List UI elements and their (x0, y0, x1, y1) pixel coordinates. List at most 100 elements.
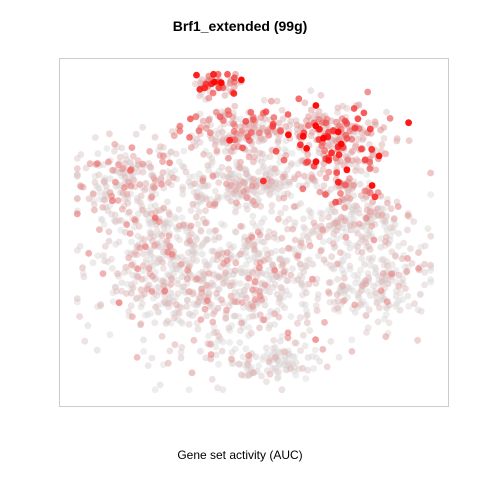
data-point (278, 247, 286, 255)
data-point (322, 119, 330, 127)
data-point (249, 116, 257, 124)
data-point (249, 212, 257, 220)
data-point (312, 302, 320, 309)
data-point (284, 356, 292, 364)
data-point (346, 244, 354, 252)
data-point (136, 199, 144, 206)
data-point (205, 262, 213, 270)
data-point (171, 261, 179, 268)
data-point (211, 200, 219, 208)
data-point (278, 332, 286, 340)
data-point (73, 165, 81, 173)
data-point (231, 102, 239, 110)
data-point (297, 141, 304, 149)
data-point (249, 286, 256, 294)
data-point (223, 306, 230, 314)
data-point (266, 370, 274, 378)
data-point (132, 130, 140, 138)
data-point (178, 214, 186, 222)
data-point (189, 312, 197, 320)
data-point (337, 190, 344, 197)
data-point (210, 329, 218, 337)
data-point (99, 204, 107, 211)
data-point (227, 282, 234, 290)
data-point (296, 260, 304, 268)
data-point (232, 208, 239, 216)
data-point (359, 233, 366, 241)
data-point (308, 227, 316, 235)
data-point (115, 238, 123, 246)
data-point (193, 275, 201, 283)
data-point (364, 119, 372, 127)
data-point (125, 254, 133, 262)
data-point (299, 185, 307, 193)
data-point (279, 173, 287, 181)
data-point (235, 181, 243, 189)
data-point (303, 319, 311, 327)
data-point (165, 232, 173, 240)
data-point (326, 298, 334, 306)
data-point (346, 195, 354, 203)
data-point (73, 195, 81, 203)
data-point (232, 228, 240, 236)
data-point (290, 245, 298, 253)
data-point (218, 347, 226, 355)
data-point (299, 364, 306, 372)
data-point (77, 183, 85, 191)
data-point (176, 236, 184, 244)
data-point (188, 230, 195, 238)
data-point (191, 180, 199, 188)
data-point (98, 216, 106, 224)
data-point (196, 244, 204, 251)
data-point (219, 338, 227, 346)
data-point (178, 304, 186, 311)
data-point (376, 304, 383, 312)
data-point (328, 149, 335, 157)
data-point (201, 305, 209, 313)
data-point (213, 147, 221, 155)
data-point (371, 264, 379, 271)
data-point (185, 178, 193, 186)
data-point (163, 237, 171, 245)
data-point (238, 76, 245, 84)
data-point (215, 332, 223, 340)
data-point (208, 375, 216, 383)
data-point (226, 327, 234, 334)
data-point (364, 88, 372, 96)
data-point (297, 200, 304, 207)
data-point (126, 167, 134, 175)
data-point (266, 288, 273, 296)
data-point (314, 291, 322, 298)
data-point (171, 341, 179, 349)
data-point (122, 152, 129, 159)
data-point (307, 87, 315, 95)
data-point (374, 318, 382, 326)
data-point (312, 354, 320, 361)
data-point (386, 115, 394, 122)
data-point (148, 354, 156, 362)
data-point (154, 283, 162, 291)
data-point (186, 311, 194, 318)
data-point (109, 166, 116, 174)
data-point (274, 373, 282, 381)
data-point (250, 253, 258, 261)
data-point (193, 135, 201, 143)
data-point (305, 207, 313, 214)
data-point (370, 282, 378, 290)
data-point (334, 178, 342, 186)
data-point (210, 310, 217, 318)
data-point (390, 215, 398, 223)
data-point (365, 255, 373, 262)
data-point (249, 312, 256, 320)
data-point (271, 364, 279, 372)
data-point (236, 280, 244, 287)
data-point (361, 187, 369, 195)
data-point (325, 213, 332, 221)
data-point (237, 250, 245, 258)
data-point (322, 174, 330, 182)
data-point (231, 312, 239, 320)
data-point (291, 236, 299, 244)
data-point (270, 337, 278, 344)
data-point (325, 157, 333, 164)
data-point (309, 275, 316, 283)
